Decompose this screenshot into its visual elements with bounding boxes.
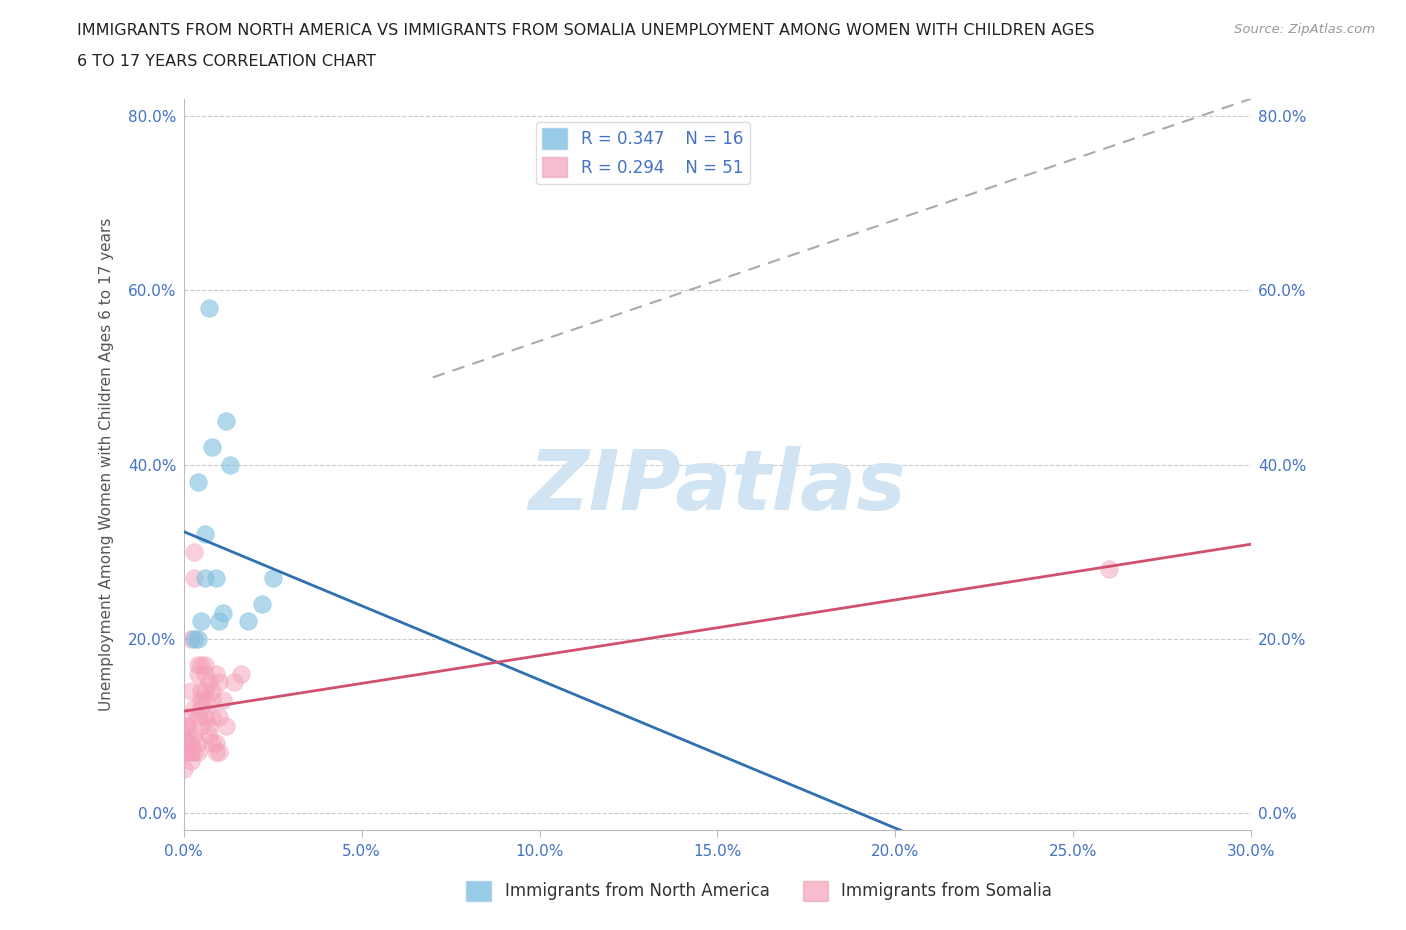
Point	[208, 614, 231, 629]
Legend: Immigrants from North America, Immigrants from Somalia: Immigrants from North America, Immigrant…	[460, 874, 1059, 908]
Point	[197, 300, 219, 315]
Point	[190, 701, 212, 716]
Point	[187, 710, 209, 724]
Point	[204, 745, 226, 760]
Point	[197, 675, 219, 690]
Point	[176, 736, 198, 751]
Point	[222, 675, 245, 690]
Point	[208, 745, 231, 760]
Point	[183, 631, 205, 646]
Point	[183, 727, 205, 742]
Point	[194, 684, 217, 698]
Point	[190, 658, 212, 672]
Point	[187, 745, 209, 760]
Point	[204, 570, 226, 585]
Point	[211, 692, 233, 707]
Point	[180, 736, 202, 751]
Point	[229, 666, 252, 681]
Text: IMMIGRANTS FROM NORTH AMERICA VS IMMIGRANTS FROM SOMALIA UNEMPLOYMENT AMONG WOME: IMMIGRANTS FROM NORTH AMERICA VS IMMIGRA…	[77, 23, 1095, 38]
Legend: R = 0.347    N = 16, R = 0.294    N = 51: R = 0.347 N = 16, R = 0.294 N = 51	[536, 122, 749, 184]
Text: 6 TO 17 YEARS CORRELATION CHART: 6 TO 17 YEARS CORRELATION CHART	[77, 54, 377, 69]
Point	[250, 596, 273, 611]
Point	[187, 736, 209, 751]
Point	[194, 692, 217, 707]
Point	[211, 605, 233, 620]
Point	[190, 718, 212, 733]
Point	[183, 745, 205, 760]
Point	[190, 614, 212, 629]
Point	[183, 570, 205, 585]
Point	[173, 762, 195, 777]
Point	[190, 684, 212, 698]
Point	[201, 710, 224, 724]
Point	[1098, 562, 1121, 577]
Point	[215, 414, 238, 429]
Point	[180, 753, 202, 768]
Point	[187, 474, 209, 489]
Y-axis label: Unemployment Among Women with Children Ages 6 to 17 years: Unemployment Among Women with Children A…	[100, 218, 114, 711]
Point	[197, 727, 219, 742]
Point	[208, 710, 231, 724]
Point	[194, 658, 217, 672]
Point	[176, 710, 198, 724]
Point	[187, 658, 209, 672]
Point	[180, 745, 202, 760]
Point	[204, 736, 226, 751]
Point	[180, 684, 202, 698]
Point	[262, 570, 284, 585]
Point	[187, 631, 209, 646]
Text: ZIPatlas: ZIPatlas	[529, 446, 907, 527]
Point	[190, 692, 212, 707]
Point	[219, 457, 242, 472]
Point	[176, 718, 198, 733]
Point	[204, 666, 226, 681]
Point	[201, 736, 224, 751]
Point	[201, 692, 224, 707]
Point	[215, 718, 238, 733]
Point	[194, 666, 217, 681]
Point	[194, 570, 217, 585]
Point	[197, 718, 219, 733]
Point	[176, 745, 198, 760]
Point	[180, 631, 202, 646]
Text: Source: ZipAtlas.com: Source: ZipAtlas.com	[1234, 23, 1375, 36]
Point	[201, 440, 224, 455]
Point	[183, 544, 205, 559]
Point	[194, 710, 217, 724]
Point	[176, 745, 198, 760]
Point	[183, 701, 205, 716]
Point	[236, 614, 259, 629]
Point	[201, 684, 224, 698]
Point	[176, 727, 198, 742]
Point	[208, 675, 231, 690]
Point	[187, 666, 209, 681]
Point	[194, 526, 217, 541]
Point	[176, 718, 198, 733]
